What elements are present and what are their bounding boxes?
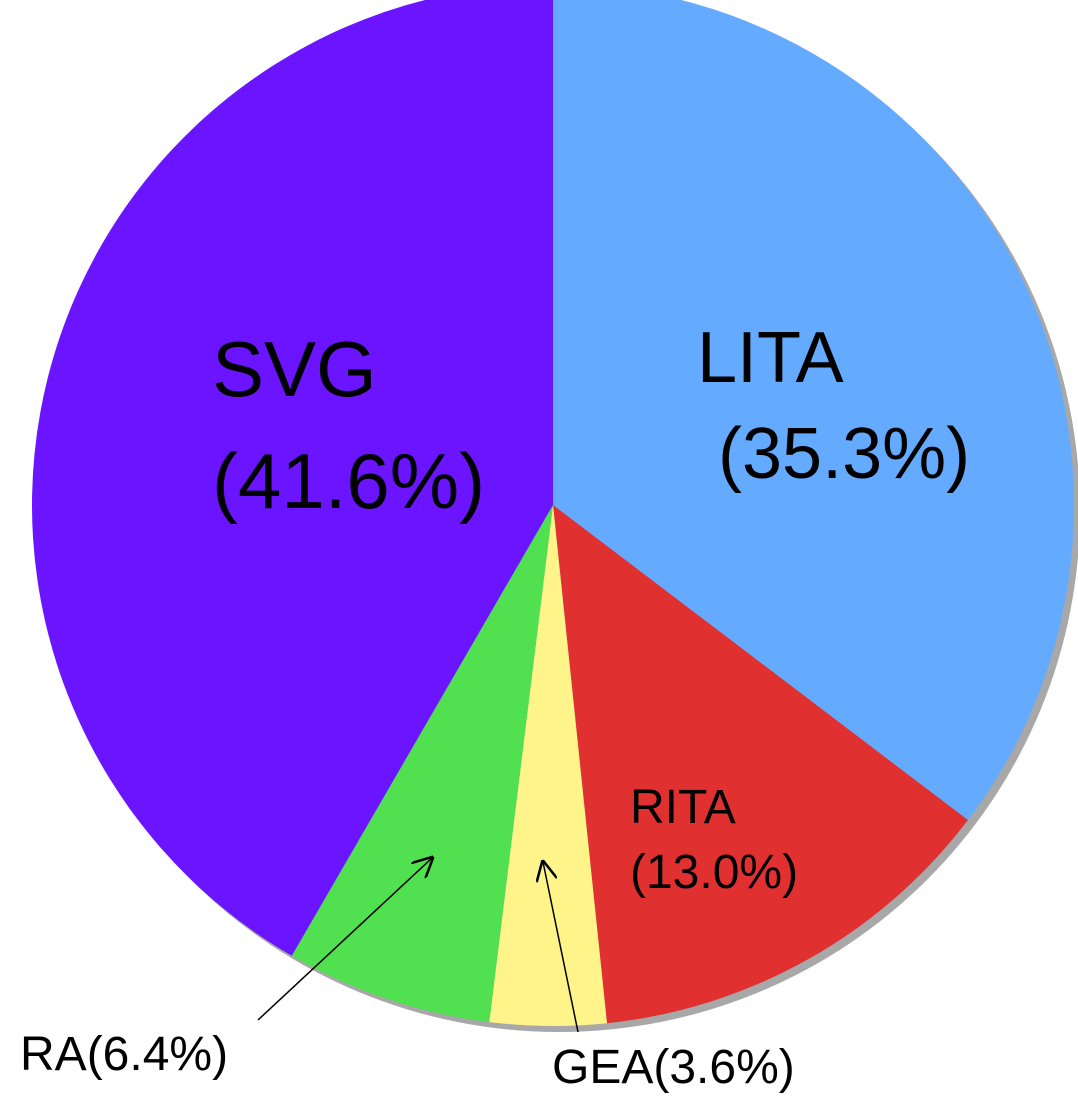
- slice-label: RA(6.4%): [20, 1028, 228, 1081]
- category-label: GEA: [552, 1041, 653, 1094]
- value-label: (3.6%): [653, 1041, 794, 1094]
- leader-line: [257, 858, 432, 1021]
- pie-slice: [291, 505, 553, 1023]
- value-label: (35.3%): [718, 414, 970, 494]
- pie: [32, 0, 1074, 1026]
- pie-slice: [32, 0, 553, 956]
- slice-label: GEA(3.6%): [552, 1041, 795, 1094]
- pie-slice: [553, 505, 968, 1024]
- category-label: LITA: [697, 318, 844, 398]
- leader-line: [543, 862, 579, 1033]
- value-label: (41.6%): [212, 437, 485, 525]
- category-label: RITA: [630, 781, 736, 834]
- pie-slice: [553, 0, 1074, 821]
- category-label: SVG: [212, 325, 377, 413]
- value-label: (6.4%): [87, 1028, 228, 1081]
- pie-slice: [489, 505, 607, 1026]
- category-label: RA: [20, 1028, 87, 1081]
- value-label: (13.0%): [630, 846, 798, 899]
